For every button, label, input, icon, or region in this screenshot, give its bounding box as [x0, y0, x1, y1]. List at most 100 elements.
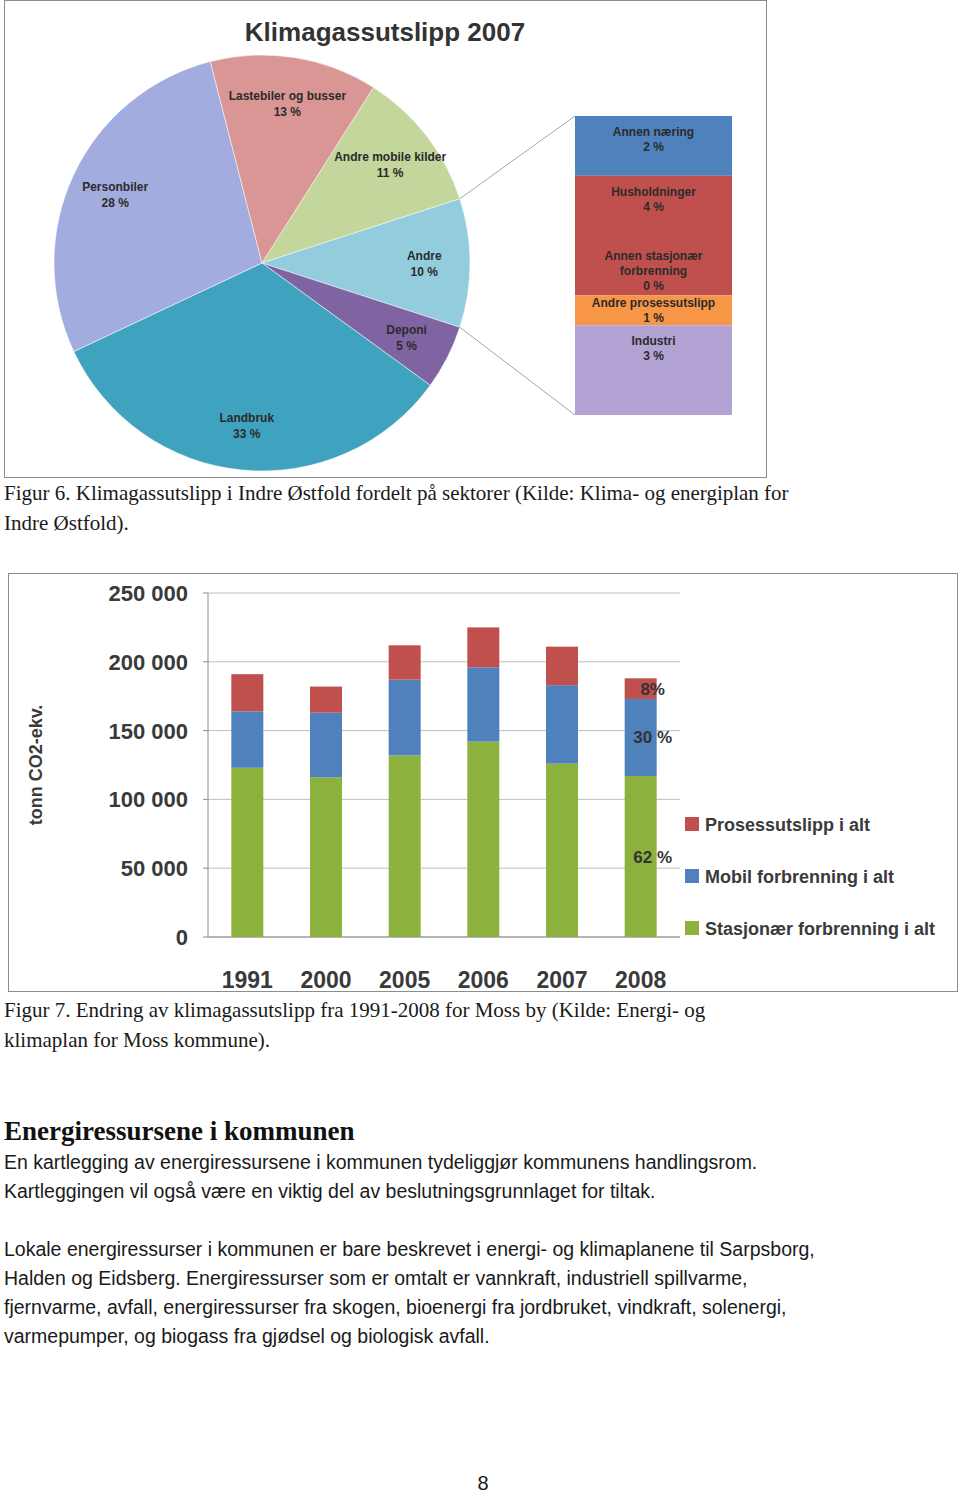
breakout-bar: Annen næring2 % Husholdninger4 % Annen sta…	[460, 116, 732, 415]
page: {"chart_data": [ {"type": "pie", "title"…	[0, 0, 960, 1496]
slice-value: 10 %	[411, 265, 439, 279]
tick-mark	[203, 799, 208, 800]
x-tick-label: 2008	[615, 967, 666, 993]
segment-value: 0 %	[643, 279, 664, 293]
segment-label: Annen stasjonærforbrenning	[604, 249, 702, 278]
legend-label: Stasjonær forbrenning i alt	[705, 919, 935, 939]
segment-label: Annen næring	[613, 125, 694, 139]
figure-frame	[5, 1, 767, 478]
legend-swatch	[685, 921, 699, 935]
tick-mark	[203, 937, 208, 938]
y-tick-label: 200 000	[108, 650, 188, 675]
segment-annotation: 30 %	[633, 728, 672, 747]
segment-annotation: 8%	[640, 680, 665, 699]
y-tick-label: 100 000	[108, 787, 188, 812]
bar-segment	[389, 755, 421, 937]
tick-mark	[203, 661, 208, 662]
slice-value: 33 %	[233, 427, 261, 441]
slice-value: 11 %	[377, 166, 404, 180]
grid-line	[208, 661, 680, 662]
grid-line	[208, 937, 680, 938]
slice-label: Lastebiler og busser	[229, 89, 347, 103]
bar-segment	[231, 674, 263, 711]
bar-segment	[231, 768, 263, 937]
segment-label-line: Industri	[632, 334, 676, 348]
x-tick-label: 2005	[379, 967, 430, 993]
paragraph-line: En kartlegging av energiressursene i kom…	[4, 1151, 757, 1173]
segment-label: Industri	[632, 334, 676, 348]
bar-figure: 0 50 000 100 000 150 000 200 000 250 000 1991 2…	[9, 574, 958, 994]
tick-mark	[203, 593, 208, 594]
segment-value: 2 %	[643, 140, 664, 154]
segment-label: Andre prosessutslipp	[592, 296, 715, 310]
tick-mark	[203, 730, 208, 731]
pie-figure: Klimagassutslipp 2007 Andre mobile kilder…	[5, 1, 767, 478]
bar-segment	[546, 647, 578, 686]
slice-label: Personbiler	[82, 180, 148, 194]
legend-label: Prosessutslipp i alt	[705, 815, 870, 835]
slice-label: Landbruk	[219, 411, 274, 425]
page-number: 8	[477, 1472, 488, 1494]
document-text: Figur 6. Klimagassutslipp i Indre Østfol…	[4, 481, 815, 1494]
bar-segment	[310, 777, 342, 937]
slice-label: Andre mobile kilder	[334, 150, 446, 164]
figure-caption: Indre Østfold).	[4, 511, 129, 535]
grid-line	[208, 799, 680, 800]
paragraph-line: varmepumper, og biogass fra gjødsel og b…	[4, 1325, 490, 1347]
paragraph-line: Lokale energiressurser i kommunen er bar…	[4, 1238, 815, 1260]
bar-segment	[467, 667, 499, 741]
slice-value: 28 %	[102, 196, 130, 210]
bar-segment	[546, 764, 578, 937]
connector-line	[460, 116, 575, 199]
x-tick-label: 1991	[222, 967, 273, 993]
slice-value: 5 %	[396, 339, 417, 353]
y-tick-label: 150 000	[108, 719, 188, 744]
segment-label-line: Annen stasjonær	[604, 249, 702, 263]
segment-value: 3 %	[643, 349, 664, 363]
grid-line	[208, 868, 680, 869]
bar-segment	[231, 711, 263, 767]
y-axis-label: tonn CO2-ekv.	[26, 705, 46, 826]
breakout-segment	[575, 295, 732, 325]
segment-label: Husholdninger	[611, 185, 696, 199]
section-heading: Energiressursene i kommunen	[4, 1116, 355, 1146]
paragraph-line: Halden og Eidsberg. Energiressurser som …	[4, 1267, 747, 1289]
breakout-segment	[575, 116, 732, 176]
segment-label-line: Andre prosessutslipp	[592, 296, 715, 310]
page-canvas: Klimagassutslipp 2007 Andre mobile kilder…	[0, 0, 960, 1496]
figure-caption: klimaplan for Moss kommune).	[4, 1028, 270, 1052]
x-tick-label: 2007	[536, 967, 587, 993]
segment-annotation: 62 %	[633, 848, 672, 867]
segment-label-line: Annen næring	[613, 125, 694, 139]
paragraph-line: fjernvarme, avfall, energiressurser fra …	[4, 1296, 787, 1318]
breakout-segment	[575, 176, 732, 296]
bar-segment	[389, 680, 421, 756]
segment-label-line: forbrenning	[620, 264, 687, 278]
segment-value: 1 %	[643, 311, 664, 325]
legend-swatch	[685, 817, 699, 831]
figure-frame	[9, 574, 958, 992]
segment-value: 4 %	[643, 200, 664, 214]
bar-segment	[467, 627, 499, 667]
segment-label-line: Husholdninger	[611, 185, 696, 199]
y-axis	[208, 593, 209, 937]
y-tick-label: 50 000	[121, 856, 188, 881]
y-tick-label: 250 000	[108, 581, 188, 606]
legend-swatch	[685, 869, 699, 883]
x-axis	[208, 937, 680, 938]
figure-caption: Figur 6. Klimagassutslipp i Indre Østfol…	[4, 481, 789, 505]
figure-caption: Figur 7. Endring av klimagassutslipp fra…	[4, 998, 706, 1022]
slice-label: Deponi	[386, 323, 427, 337]
bar-segment	[310, 687, 342, 713]
slice-label: Andre	[407, 249, 442, 263]
grid-line	[208, 593, 680, 594]
bar-segment	[389, 645, 421, 679]
legend-label: Mobil forbrenning i alt	[705, 867, 894, 887]
slice-value: 13 %	[274, 105, 302, 119]
connector-line	[460, 327, 575, 415]
chart-title: Klimagassutslipp 2007	[245, 17, 525, 47]
y-tick-label: 0	[176, 925, 188, 950]
tick-mark	[203, 868, 208, 869]
grid-line	[208, 730, 680, 731]
bar-marks	[231, 627, 656, 937]
